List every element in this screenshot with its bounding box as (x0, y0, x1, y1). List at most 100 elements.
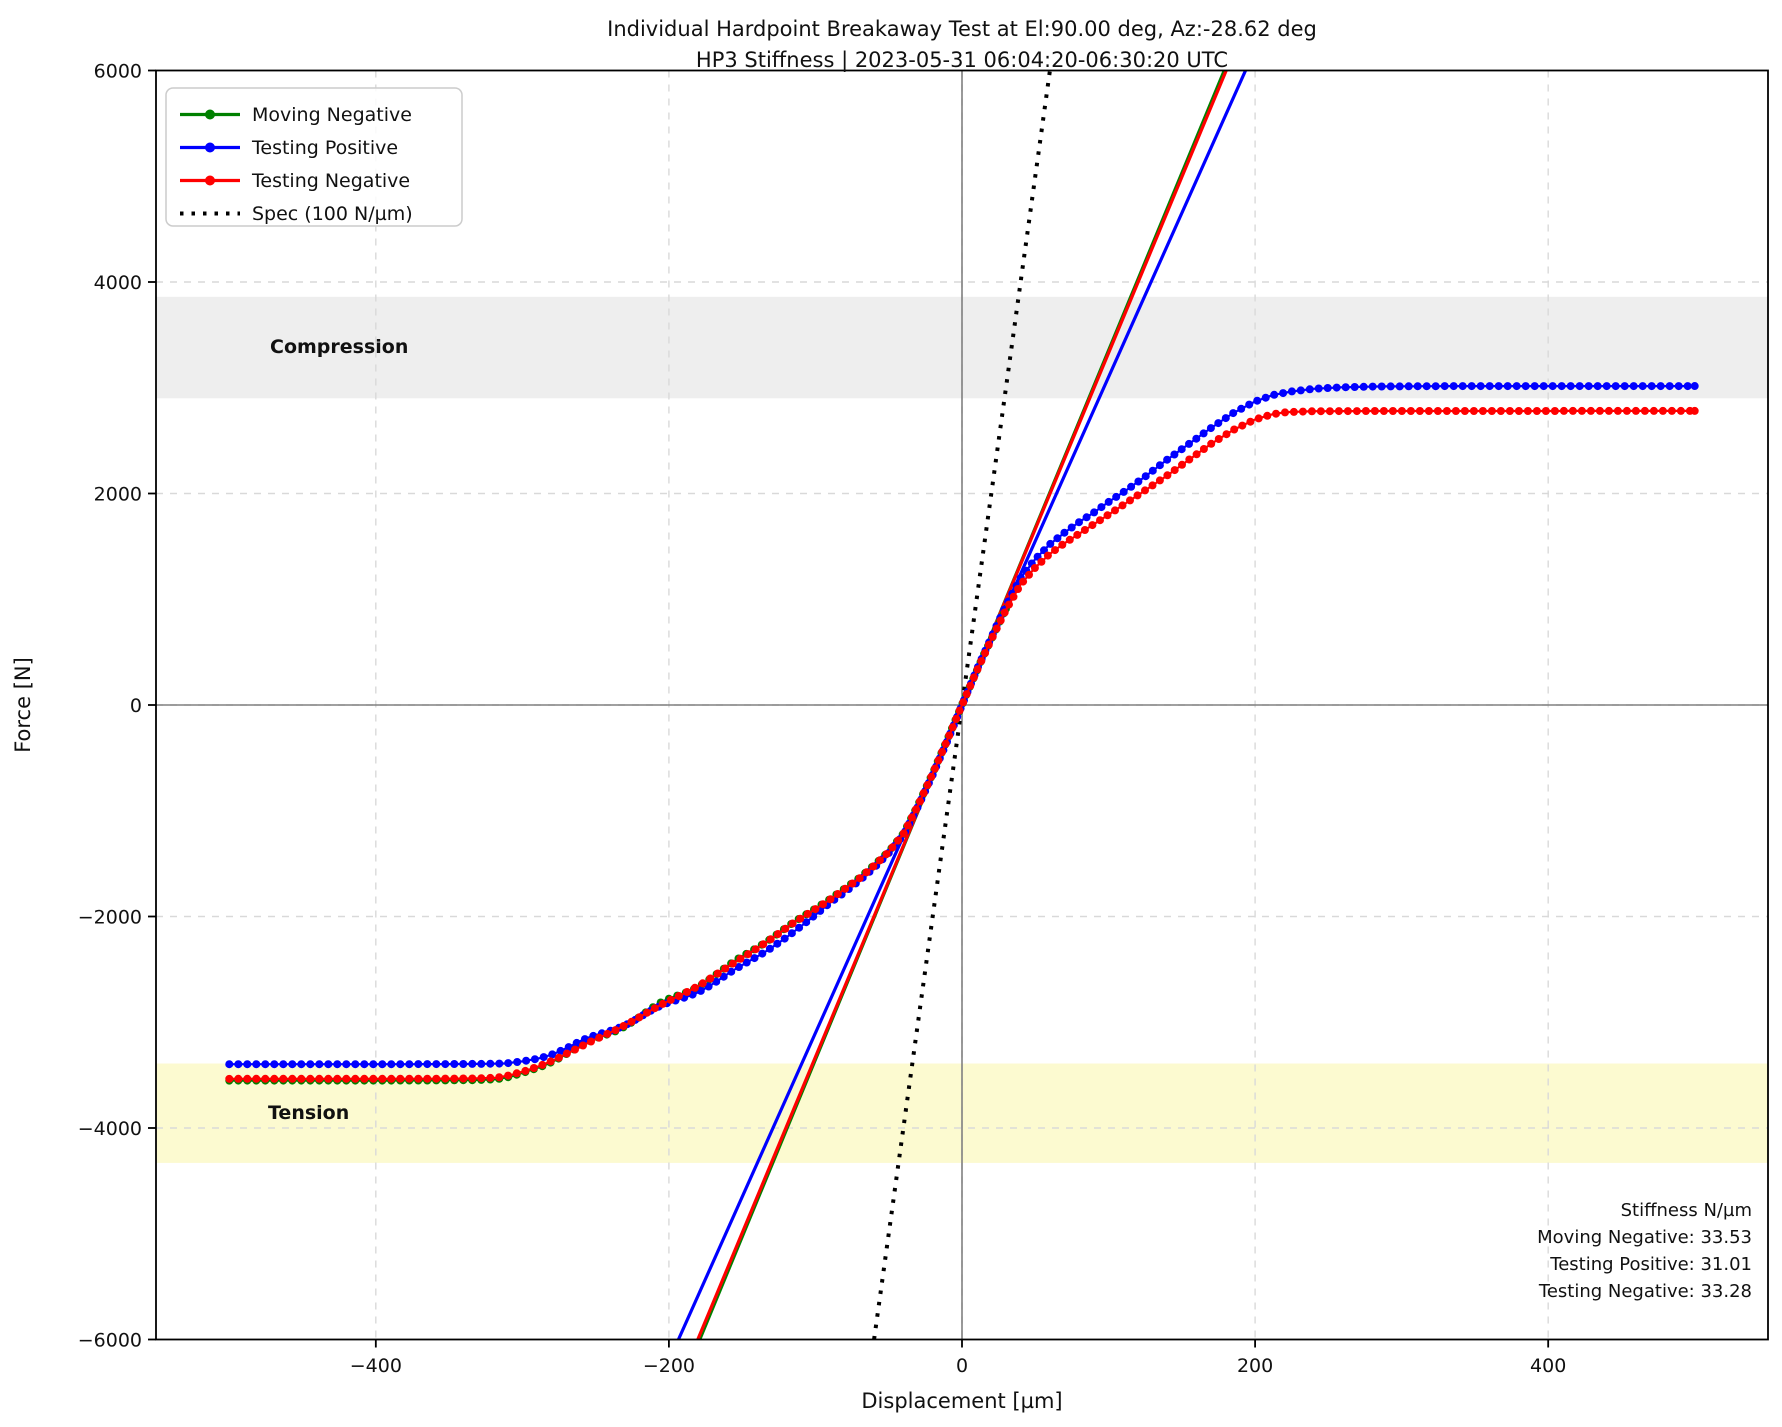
data-point (696, 986, 705, 995)
data-point (1433, 407, 1442, 415)
data-point (571, 1045, 579, 1054)
data-point (973, 665, 982, 674)
data-point (1593, 382, 1602, 391)
data-point (796, 914, 805, 923)
data-point (1178, 460, 1186, 469)
legend-label-moving-negative: Moving Negative (252, 104, 412, 126)
data-point (1415, 407, 1424, 415)
data-point (1690, 406, 1699, 415)
data-point (1254, 414, 1263, 423)
data-point (1449, 382, 1458, 391)
data-point (719, 972, 728, 981)
data-point (595, 1033, 604, 1042)
data-point (1413, 382, 1422, 391)
data-point (1386, 382, 1395, 391)
data-point (1111, 506, 1119, 515)
chart-title-line1: Individual Hardpoint Breakaway Test at E… (607, 17, 1317, 41)
data-point (988, 632, 997, 641)
axis-ticks (148, 69, 1550, 1348)
y-tick-label: 4000 (94, 272, 142, 294)
data-point (342, 1060, 351, 1069)
legend-sample-marker (205, 175, 215, 186)
data-point (1141, 486, 1149, 495)
data-point (396, 1060, 405, 1069)
data-point (252, 1060, 261, 1069)
data-point (1075, 518, 1083, 527)
data-point (1222, 430, 1231, 439)
y-axis-label: Force [N] (11, 657, 35, 753)
data-point (666, 995, 675, 1004)
data-point (351, 1074, 360, 1083)
data-point (441, 1060, 450, 1069)
data-point (1133, 491, 1142, 500)
data-point (930, 764, 939, 773)
data-point (1177, 445, 1186, 454)
data-point (324, 1074, 333, 1083)
data-point (882, 850, 891, 859)
data-point (952, 714, 961, 723)
data-point (405, 1060, 414, 1069)
data-point (504, 1071, 513, 1080)
data-point (1119, 487, 1128, 496)
data-point (423, 1074, 432, 1083)
data-point (1025, 570, 1033, 579)
data-point (1559, 406, 1568, 415)
x-tick-label: 200 (1237, 1355, 1273, 1377)
data-point (468, 1074, 477, 1083)
data-point (1379, 407, 1388, 415)
data-point (1631, 406, 1640, 415)
data-point (721, 964, 730, 973)
data-point (1350, 383, 1359, 391)
data-point (1192, 434, 1201, 443)
data-point (468, 1059, 477, 1068)
data-point (1406, 407, 1415, 415)
data-point (1505, 407, 1514, 415)
data-point (1229, 409, 1238, 418)
x-tick-label: −400 (350, 1355, 402, 1377)
data-point (1658, 406, 1667, 415)
data-point (1370, 407, 1379, 415)
data-point (1103, 511, 1112, 520)
data-point (981, 649, 990, 657)
data-point (1019, 577, 1028, 586)
data-point (1298, 407, 1307, 416)
data-point (1185, 455, 1194, 464)
data-point (658, 999, 667, 1008)
data-point (1043, 551, 1052, 560)
legend-label-testing-negative: Testing Negative (251, 170, 410, 192)
data-point (495, 1073, 504, 1082)
data-point (1487, 407, 1496, 415)
data-point (477, 1059, 486, 1068)
data-point (1325, 407, 1334, 416)
data-point (1170, 450, 1179, 459)
data-point (315, 1060, 324, 1069)
data-point (288, 1074, 297, 1083)
data-point (1530, 382, 1539, 391)
data-point (941, 739, 950, 748)
data-point (529, 1064, 538, 1072)
data-point (351, 1060, 360, 1069)
data-point (396, 1074, 405, 1083)
data-point (1595, 406, 1604, 415)
data-point (1148, 481, 1157, 490)
data-point (1620, 382, 1629, 391)
data-point (1395, 382, 1404, 391)
data-point (1245, 400, 1254, 409)
data-point (1082, 513, 1091, 522)
data-point (1323, 384, 1332, 392)
data-point (270, 1060, 279, 1069)
data-point (1503, 382, 1512, 391)
x-tick-label: −200 (643, 1355, 695, 1377)
data-point (916, 797, 924, 806)
data-point (1080, 526, 1089, 534)
y-tick-label: 6000 (94, 61, 142, 83)
data-point (450, 1074, 459, 1083)
data-point (1279, 389, 1288, 398)
data-point (1467, 382, 1476, 391)
data-point (387, 1060, 396, 1069)
data-point (683, 988, 691, 996)
data-point (1676, 406, 1685, 415)
legend-label-testing-positive: Testing Positive (251, 137, 398, 159)
data-point (1638, 382, 1647, 391)
data-point (819, 900, 827, 909)
